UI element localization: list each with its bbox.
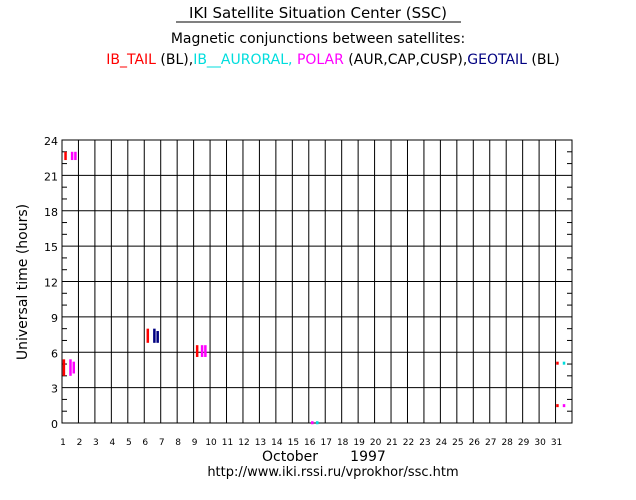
chart-title: IKI Satellite Situation Center (SSC) [189, 4, 447, 22]
mark-polar-0 [69, 359, 72, 376]
x-tick-label-17: 17 [320, 438, 331, 448]
x-tick-label-22: 22 [403, 438, 414, 448]
mark-polar-4 [200, 345, 204, 357]
mark-ib_tail-2 [146, 328, 150, 343]
mark-polar-2 [70, 151, 74, 161]
y-tick-label-3: 3 [51, 383, 58, 396]
plot-grid [62, 140, 572, 423]
x-tick-label-1: 1 [60, 438, 66, 448]
legend-line: IB_TAIL (BL),IB__AURORAL, POLAR (AUR,CAP… [106, 52, 560, 68]
x-tick-label-10: 10 [205, 438, 217, 448]
x-tick-labels: 1 2 3 4 5 6 7 8 9 10 11 12 13 14 15 16 17 18 19 20 21 22 23 24 2… [60, 438, 562, 448]
x-tick-label-30: 30 [534, 438, 546, 448]
x-tick-label-20: 20 [370, 438, 382, 448]
x-tick-label-7: 7 [159, 438, 165, 448]
x-tick-label-3: 3 [93, 438, 99, 448]
y-tick-label-18: 18 [44, 206, 58, 219]
conjunction-marks [62, 151, 566, 425]
mark-ib_tail-3 [195, 345, 199, 357]
x-tick-label-25: 25 [452, 438, 463, 448]
x-tick-label-12: 12 [238, 438, 249, 448]
y-tick-label-6: 6 [51, 347, 58, 360]
x-tick-label-23: 23 [419, 438, 430, 448]
legend-entry-4: POLAR [297, 52, 344, 68]
x-tick-label-29: 29 [518, 438, 530, 448]
y-tick-label-0: 0 [51, 418, 58, 431]
x-axis-year: 1997 [350, 449, 386, 465]
mark-polar-1 [72, 361, 76, 374]
x-tick-label-31: 31 [551, 438, 562, 448]
x-tick-label-15: 15 [288, 438, 299, 448]
legend-entry-1: (BL), [156, 52, 193, 68]
x-tick-label-27: 27 [485, 438, 496, 448]
y-tick-labels: 0 3 6 9 12 15 18 21 24 [44, 135, 58, 431]
mark-ib_tail-1 [64, 151, 67, 161]
x-tick-label-28: 28 [501, 438, 513, 448]
mark-polar-7 [562, 404, 566, 408]
chart-subtitle: Magnetic conjunctions between satellites… [171, 31, 465, 47]
mark-ib_auroral-0 [316, 421, 319, 425]
mark-geotail-0 [153, 328, 156, 343]
footer-url: http://www.iki.rssi.ru/vprokhor/ssc.htm [207, 465, 458, 480]
y-tick-label-9: 9 [51, 312, 58, 325]
x-tick-label-18: 18 [337, 438, 349, 448]
mark-ib_tail-0 [62, 359, 66, 376]
mark-polar-3 [74, 151, 77, 161]
mark-polar-6 [311, 421, 314, 425]
mark-polar-5 [204, 345, 207, 357]
y-axis-label: Universal time (hours) [15, 204, 31, 360]
x-tick-label-8: 8 [175, 438, 181, 448]
y-tick-label-12: 12 [44, 277, 58, 290]
mark-ib_tail-5 [556, 404, 559, 408]
legend-entry-5: (AUR,CAP,CUSP), [344, 52, 467, 68]
legend-entry-6: GEOTAIL [467, 52, 527, 68]
legend-entry-2: IB__AURORAL, [193, 52, 292, 68]
mark-ib_auroral-1 [562, 361, 566, 365]
x-axis-month: October [262, 449, 318, 465]
x-tick-label-26: 26 [469, 438, 481, 448]
x-tick-label-5: 5 [126, 438, 132, 448]
x-tick-label-21: 21 [386, 438, 397, 448]
y-tick-label-24: 24 [44, 135, 58, 148]
x-tick-label-16: 16 [304, 438, 316, 448]
legend-entry-0: IB_TAIL [106, 52, 156, 68]
mark-geotail-1 [156, 331, 159, 343]
x-tick-label-2: 2 [77, 438, 83, 448]
legend-entry-7: (BL) [527, 52, 560, 68]
x-tick-label-19: 19 [353, 438, 365, 448]
x-tick-label-11: 11 [222, 438, 233, 448]
y-tick-label-21: 21 [44, 170, 58, 183]
x-tick-label-14: 14 [271, 438, 283, 448]
x-tick-label-4: 4 [109, 438, 115, 448]
x-tick-label-13: 13 [255, 438, 266, 448]
mark-ib_tail-4 [556, 361, 559, 365]
x-tick-label-6: 6 [142, 438, 148, 448]
y-tick-label-15: 15 [44, 241, 58, 254]
x-tick-label-24: 24 [436, 438, 448, 448]
x-tick-label-9: 9 [192, 438, 198, 448]
